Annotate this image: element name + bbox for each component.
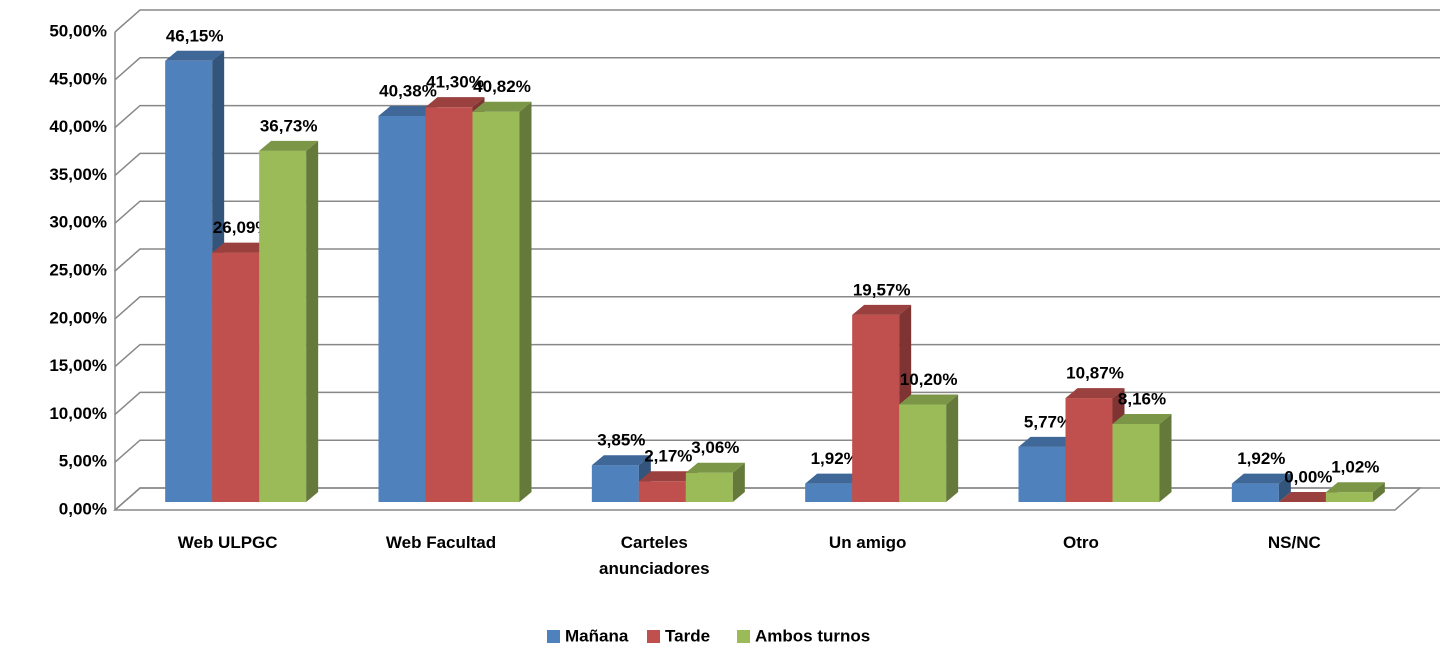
bar-side (1278, 473, 1291, 502)
data-label: 19,57% (853, 280, 911, 299)
bar-top (165, 50, 225, 61)
y-tick-label: 25,00% (49, 260, 107, 279)
y-tick-label: 50,00% (49, 21, 107, 40)
bar-side (1159, 413, 1172, 502)
data-label: 5,77% (1024, 412, 1072, 431)
y-tick-label: 40,00% (49, 117, 107, 136)
bar-top (1278, 492, 1338, 502)
x-tick-label: Web Facultad (385, 533, 497, 552)
bar-top (685, 462, 745, 473)
bar (852, 314, 900, 502)
bar-side (946, 394, 959, 502)
bar-top (212, 242, 272, 253)
grid-line (114, 248, 1440, 272)
data-label: 8,16% (1118, 389, 1166, 408)
bar-top (1231, 473, 1291, 484)
y-tick-label: 45,00% (49, 69, 107, 88)
bar-top (899, 394, 959, 405)
grid-line (114, 57, 1440, 81)
data-label: 46,15% (166, 26, 224, 45)
bar-top (1112, 413, 1172, 424)
bar-top (425, 97, 485, 108)
y-tick-label: 5,00% (59, 452, 107, 471)
grid-line (114, 9, 1440, 33)
x-tick-label: Otro (1063, 533, 1099, 552)
bar (1112, 423, 1160, 502)
bar-side (306, 140, 319, 502)
bar-top (378, 105, 438, 116)
grid-line (114, 391, 1440, 415)
legend-label: Ambos turnos (755, 626, 870, 645)
bar-top (1018, 436, 1078, 447)
bar-top (852, 304, 912, 315)
bar (425, 107, 473, 502)
bar (1018, 446, 1066, 502)
data-label: 36,73% (260, 116, 318, 135)
bar (472, 111, 520, 502)
data-label: 1,92% (811, 449, 859, 468)
data-label: 3,85% (597, 431, 645, 450)
x-tick-label: Web ULPGC (177, 533, 278, 552)
bar-top (805, 473, 865, 484)
bar (212, 252, 260, 502)
bar (805, 483, 853, 502)
bar-top (259, 140, 319, 151)
data-label: 40,38% (379, 81, 437, 100)
bar-top (638, 471, 698, 482)
data-label: 10,87% (1066, 364, 1124, 383)
data-label: 10,20% (900, 370, 958, 389)
bar (378, 115, 426, 503)
bar-top (1065, 388, 1125, 399)
grid-line (114, 152, 1440, 176)
bar (685, 472, 733, 502)
data-label: 2,17% (644, 447, 692, 466)
legend-label: Tarde (665, 626, 710, 645)
bar-side (732, 462, 745, 502)
y-tick-label: 35,00% (49, 165, 107, 184)
grid-line (114, 104, 1440, 129)
y-tick-label: 0,00% (59, 499, 107, 518)
data-label: 1,02% (1331, 458, 1379, 477)
bar (165, 60, 213, 502)
grid-line (114, 296, 1440, 320)
x-tick-label: Carteles anunciadores (599, 533, 710, 578)
legend-swatch (647, 630, 660, 643)
bar-side (519, 101, 532, 502)
bar (259, 150, 307, 502)
legend-swatch (737, 630, 750, 643)
grid-line (114, 200, 1440, 224)
x-tick-label: NS/NC (1267, 533, 1321, 552)
data-label: 41,30% (426, 73, 484, 92)
bar (1065, 398, 1113, 502)
legend-swatch (547, 630, 560, 643)
bar (1325, 492, 1373, 502)
bar-top (591, 455, 651, 466)
bar (1231, 483, 1279, 502)
bar (899, 404, 947, 502)
legend-label: Mañana (565, 626, 629, 645)
data-label: 3,06% (691, 438, 739, 457)
bar-top (472, 101, 532, 112)
data-label: 26,09% (213, 218, 271, 237)
grid-line (114, 343, 1440, 368)
bar-side (1372, 482, 1385, 502)
data-label: 0,00% (1284, 467, 1332, 486)
data-label: 40,82% (473, 77, 531, 96)
y-tick-label: 15,00% (49, 356, 107, 375)
bar (638, 481, 686, 502)
y-tick-label: 10,00% (49, 404, 107, 423)
y-tick-label: 20,00% (49, 308, 107, 327)
grid-line (114, 487, 1440, 511)
bar-top (1325, 482, 1385, 493)
grid-line (114, 439, 1440, 463)
y-tick-label: 30,00% (49, 213, 107, 232)
x-tick-label: Un amigo (828, 533, 907, 552)
bar (591, 465, 639, 502)
data-label: 1,92% (1237, 449, 1285, 468)
